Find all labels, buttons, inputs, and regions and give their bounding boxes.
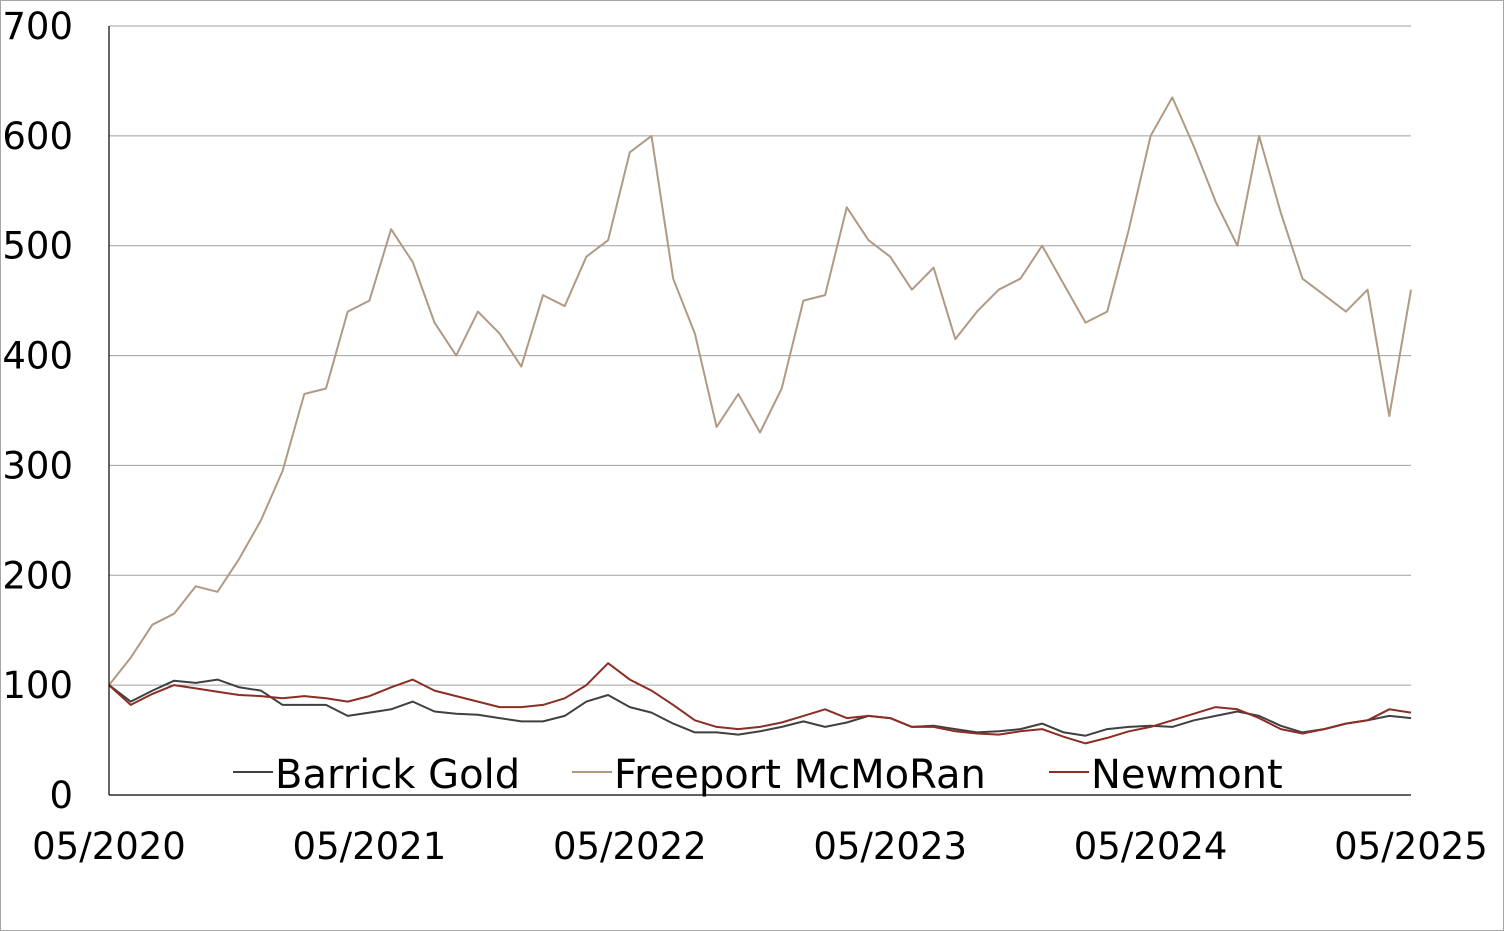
legend-label-freeport-mcmoran: Freeport McMoRan (614, 752, 986, 798)
legend-label-newmont: Newmont (1091, 752, 1283, 798)
series-line-newmont (108, 662, 1412, 745)
legend-label-barrick-gold: Barrick Gold (275, 752, 520, 798)
y-tick-label: 700 (2, 5, 73, 48)
y-tick-label: 0 (49, 774, 73, 817)
grid-lines (109, 25, 1411, 686)
x-tick-label: 05/2021 (293, 825, 447, 868)
y-tick-label: 200 (2, 554, 73, 597)
y-tick-label: 100 (2, 664, 73, 707)
y-tick-label: 300 (2, 444, 73, 487)
series-lines (108, 96, 1412, 745)
x-tick-label: 05/2022 (553, 825, 707, 868)
series-line-freeport-mcmoran (108, 96, 1412, 686)
y-tick-label: 600 (2, 115, 73, 158)
x-tick-label: 05/2023 (813, 825, 967, 868)
legend: Barrick Gold Freeport McMoRan Newmont (233, 752, 1283, 798)
x-axis-tick-labels: 05/2020 05/2021 05/2022 05/2023 05/2024 05/20… (32, 825, 1488, 868)
series-line-barrick-gold (108, 678, 1412, 737)
axes (108, 26, 1411, 796)
y-axis-tick-labels: 0 100 200 300 400 500 600 700 (2, 5, 73, 817)
y-tick-label: 500 (2, 225, 73, 268)
x-tick-label: 05/2024 (1074, 825, 1228, 868)
x-tick-label: 05/2025 (1334, 825, 1488, 868)
x-tick-label: 05/2020 (32, 825, 186, 868)
y-tick-label: 400 (2, 335, 73, 378)
